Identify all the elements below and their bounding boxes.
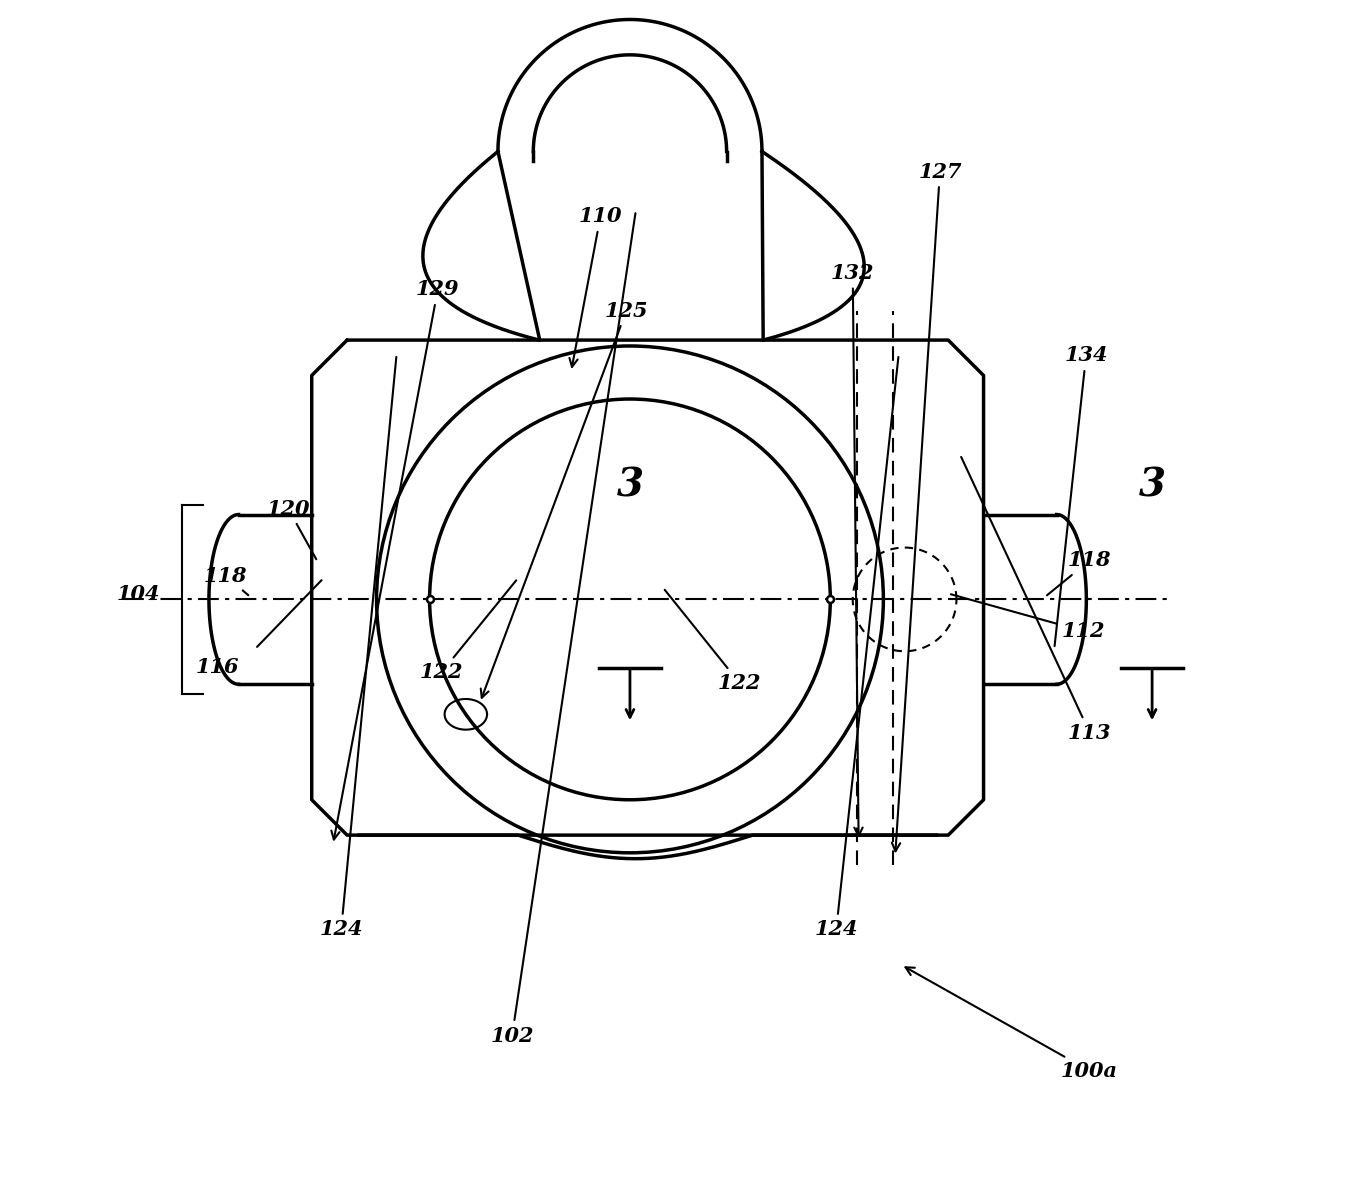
Text: 122: 122: [665, 590, 761, 693]
Text: 112: 112: [951, 595, 1105, 641]
Text: 113: 113: [962, 457, 1112, 743]
Text: 104: 104: [116, 584, 160, 603]
Text: 124: 124: [320, 357, 396, 939]
Text: 132: 132: [831, 262, 874, 836]
Text: 134: 134: [1055, 345, 1108, 646]
Text: 3: 3: [1139, 466, 1165, 504]
Text: 3: 3: [616, 466, 643, 504]
Text: 116: 116: [195, 656, 239, 677]
Text: 122: 122: [419, 580, 516, 683]
Text: 120: 120: [266, 499, 317, 559]
Text: 118: 118: [1046, 551, 1112, 596]
Text: 125: 125: [481, 300, 649, 698]
Text: 129: 129: [332, 279, 459, 839]
Text: 127: 127: [892, 161, 962, 851]
Text: 102: 102: [490, 214, 635, 1046]
Text: 124: 124: [814, 357, 899, 939]
Text: 110: 110: [570, 207, 623, 367]
Text: 118: 118: [204, 566, 249, 595]
Text: 100a: 100a: [906, 967, 1119, 1081]
